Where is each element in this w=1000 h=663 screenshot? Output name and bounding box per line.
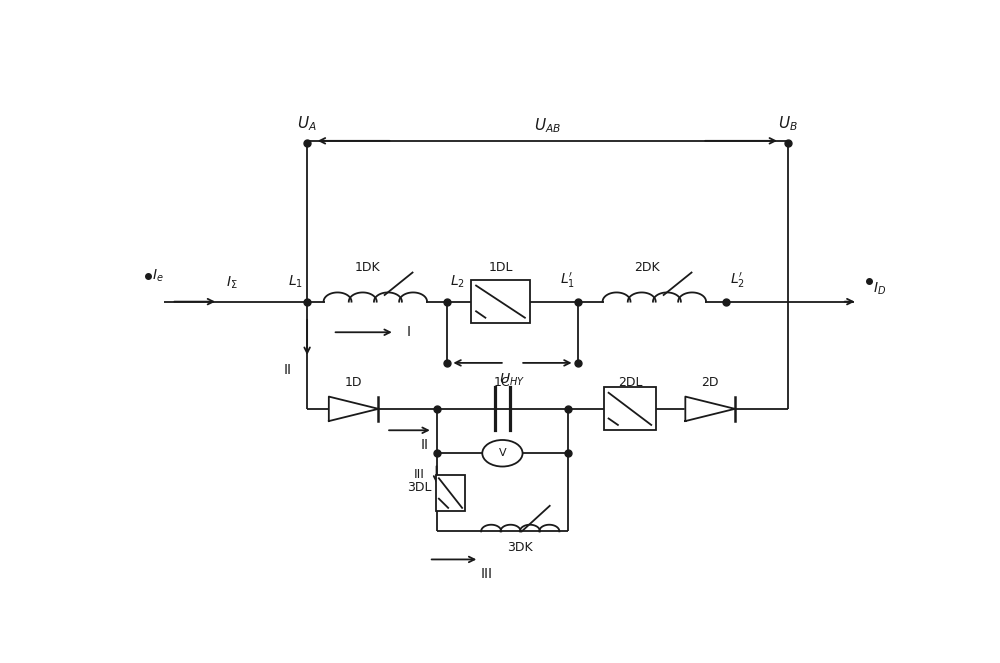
Text: II: II [284,363,292,377]
Text: $I_e$: $I_e$ [152,268,164,284]
Polygon shape [329,396,378,421]
Text: V: V [499,448,506,458]
Text: $L_1$: $L_1$ [288,274,303,290]
Text: 1C: 1C [494,377,511,389]
Text: $L_2'$: $L_2'$ [730,271,744,290]
Text: $I_\Sigma$: $I_\Sigma$ [226,275,237,292]
Text: $L_1'$: $L_1'$ [560,271,574,290]
FancyBboxPatch shape [604,387,656,430]
Text: $I_D$: $I_D$ [873,280,886,297]
FancyBboxPatch shape [436,475,465,511]
Text: $L_2$: $L_2$ [450,274,465,290]
Text: $U_{AB}$: $U_{AB}$ [534,116,561,135]
Text: I: I [406,326,410,339]
Text: 1DK: 1DK [355,261,380,274]
Text: III: III [481,567,493,581]
Text: 2D: 2D [701,377,719,389]
Text: III: III [414,469,425,481]
Text: 3DL: 3DL [407,481,432,495]
Text: $U_{HY}$: $U_{HY}$ [499,372,526,389]
Text: II: II [421,438,429,452]
FancyBboxPatch shape [471,280,530,323]
Text: 2DK: 2DK [634,261,659,274]
Text: 2DL: 2DL [618,377,642,389]
Text: 3DK: 3DK [507,540,533,554]
Polygon shape [685,396,735,421]
Text: 1DL: 1DL [488,261,513,274]
Text: $U_B$: $U_B$ [778,115,798,133]
Text: $U_A$: $U_A$ [297,115,317,133]
Text: 1D: 1D [345,377,362,389]
Circle shape [482,440,523,467]
